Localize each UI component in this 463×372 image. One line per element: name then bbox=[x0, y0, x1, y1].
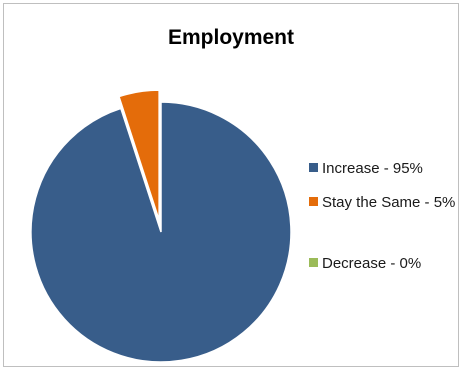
legend-label-increase: Increase - 95% bbox=[322, 160, 423, 177]
chart-title: Employment bbox=[167, 26, 295, 49]
legend-label-decrease: Decrease - 0% bbox=[322, 255, 422, 272]
pie-slice-increase bbox=[30, 101, 292, 363]
pie-slice-stay-the-same bbox=[118, 89, 160, 221]
legend-item-increase: Increase - 95% bbox=[309, 158, 456, 179]
legend-label-stay-the-same: Stay the Same - 5% bbox=[322, 194, 456, 211]
legend-swatch-stay-the-same bbox=[309, 197, 318, 206]
legend-item-stay-the-same: Stay the Same - 5% bbox=[309, 192, 456, 213]
legend-swatch-decrease bbox=[309, 258, 318, 267]
legend-swatch-increase bbox=[309, 163, 318, 172]
legend-item-decrease: Decrease - 0% bbox=[309, 253, 456, 274]
